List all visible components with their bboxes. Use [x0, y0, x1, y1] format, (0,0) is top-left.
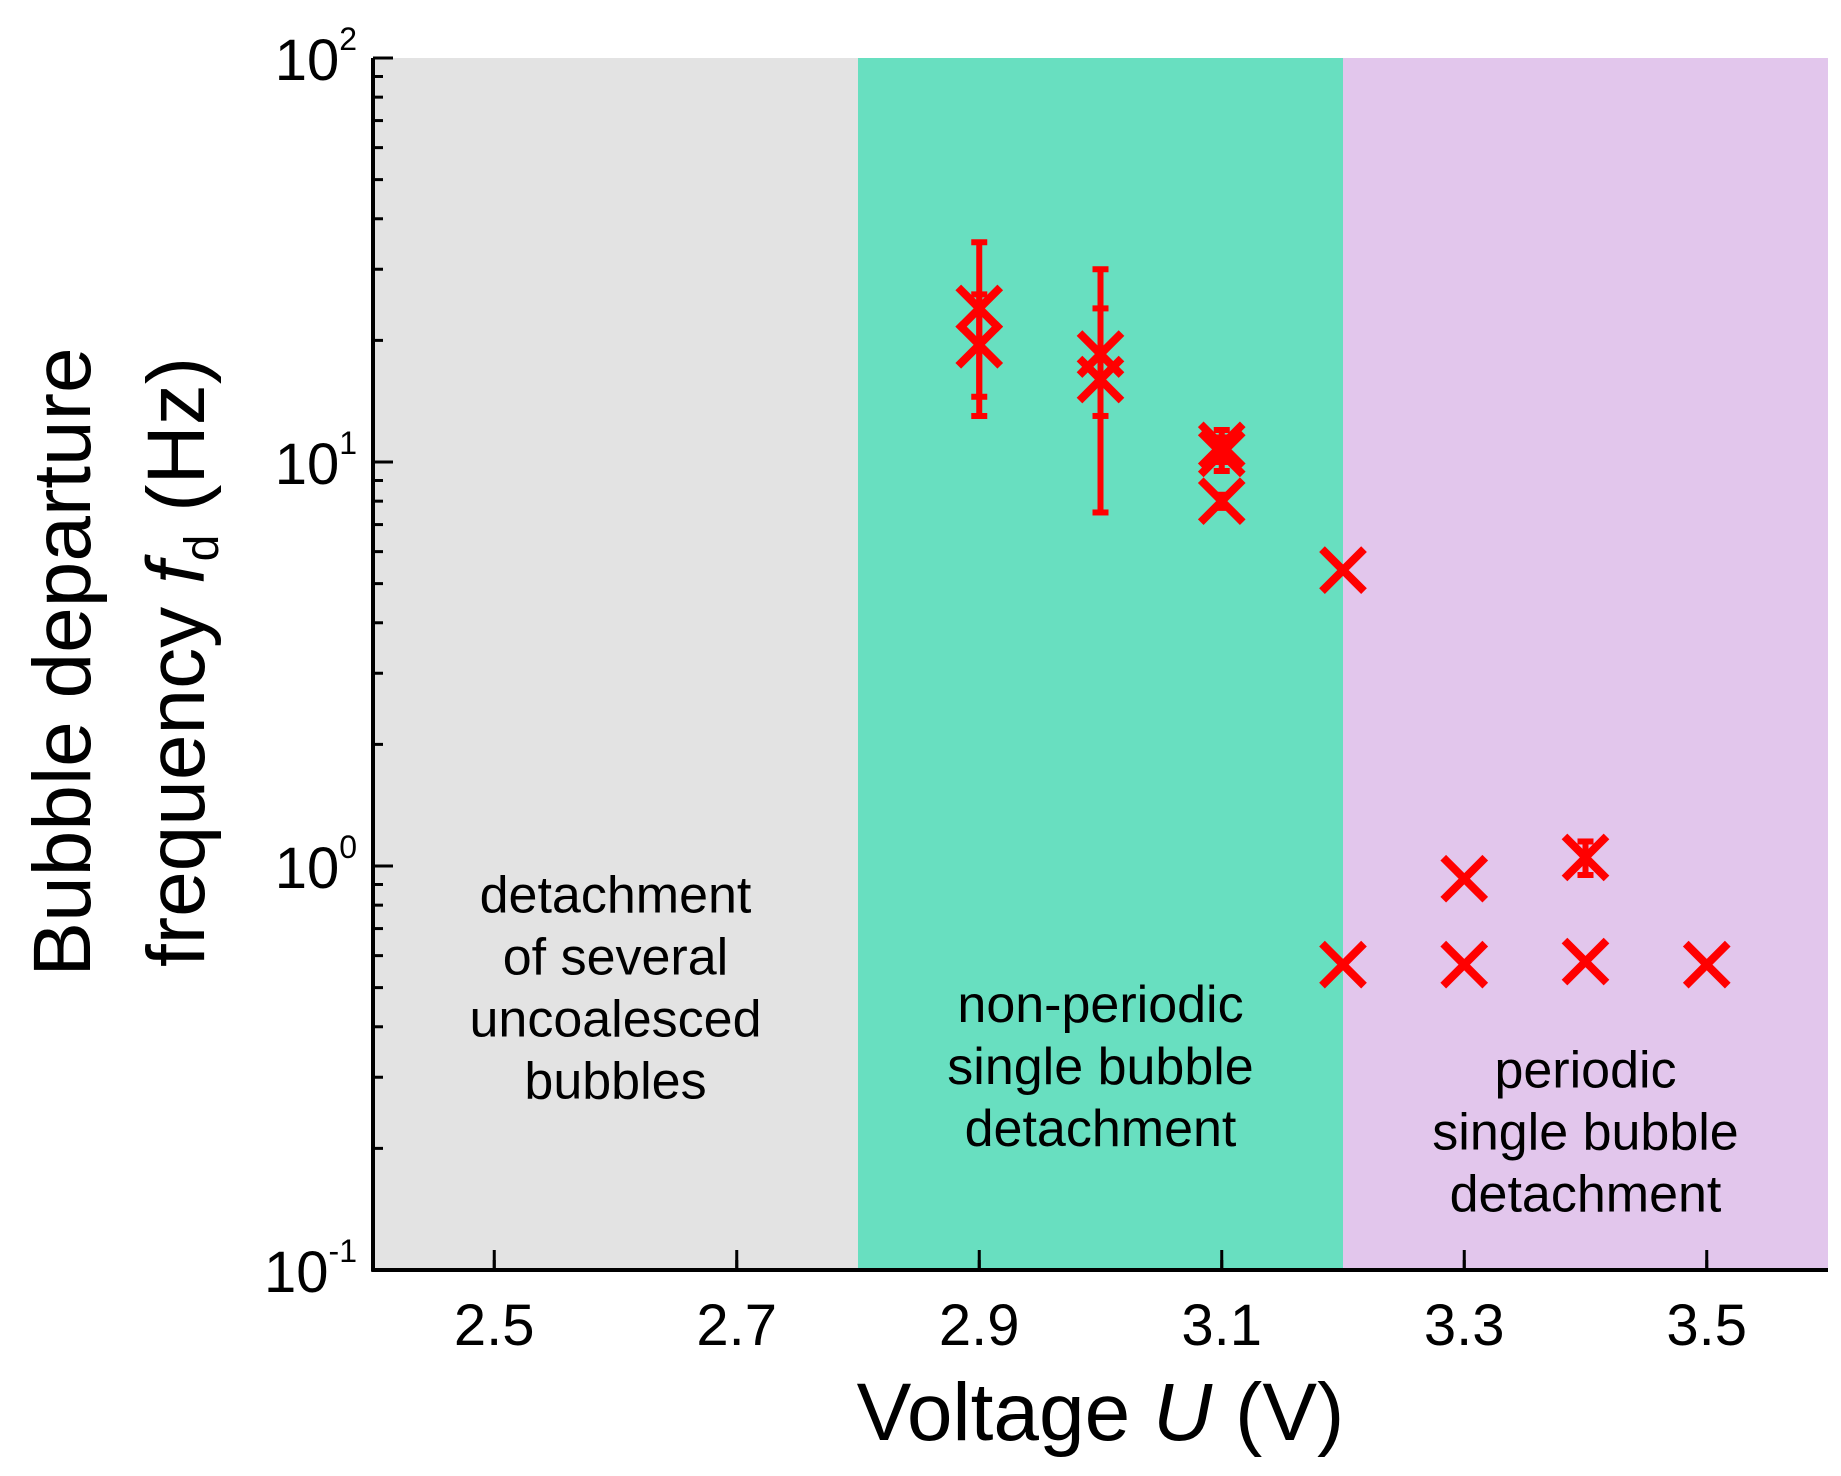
y-tick-label: 101: [275, 425, 357, 497]
x-tick-label: 2.7: [696, 1293, 777, 1358]
data-point: [1319, 546, 1367, 594]
y-tick-exponent: 1: [339, 425, 357, 461]
x-tick-label: 3.3: [1424, 1293, 1505, 1358]
regime-labels: detachment of several uncoalesced bubblesno…: [470, 867, 1739, 1224]
y-tick-base: 10: [275, 836, 340, 901]
x-tick-label: 3.5: [1666, 1293, 1747, 1358]
x-marker-stroke: [1197, 477, 1246, 525]
region-label-line: of several: [503, 929, 728, 987]
data-point: [1440, 940, 1489, 989]
data-point: [1682, 940, 1731, 989]
x-tick-label: 2.9: [939, 1293, 1020, 1358]
x-marker-stroke: [1440, 854, 1489, 903]
region-label-line: periodic: [1494, 1042, 1676, 1100]
x-marker-stroke: [1319, 940, 1367, 989]
y-axis-title-line2: frequency fd (Hz): [131, 357, 229, 967]
region-label-line: detachment: [1450, 1166, 1722, 1224]
data-point: [1197, 429, 1246, 478]
x-axis-title-unit: (V): [1212, 1367, 1344, 1458]
data-point: [1561, 937, 1610, 986]
data-point: [1319, 940, 1367, 989]
x-marker-stroke: [1561, 937, 1610, 986]
x-marker-stroke: [1076, 355, 1125, 404]
x-axis-title-variable: U: [1153, 1367, 1213, 1458]
region-label-line: detachment: [965, 1100, 1237, 1158]
axis-titles: Voltage U (V) Bubble departure frequency f…: [17, 347, 1344, 1458]
region-label-line: non-periodic: [957, 976, 1243, 1034]
region-label-line: single bubble: [1432, 1104, 1738, 1162]
x-marker-stroke: [1440, 940, 1489, 989]
y-tick-label: 100: [275, 829, 357, 901]
axes: [371, 58, 1828, 1272]
regime-regions: [373, 58, 1828, 1270]
data-point: [955, 291, 1004, 419]
y-tick-base: 10: [264, 1240, 329, 1305]
region-label-1: detachment of several uncoalesced bubbles: [470, 867, 762, 1111]
y-tick-exponent: -1: [329, 1233, 357, 1269]
region-label-line: detachment: [480, 867, 752, 925]
x-axis-title-text: Voltage: [857, 1367, 1153, 1458]
y-axis-title-text: frequency: [131, 584, 222, 967]
y-tick-base: 10: [275, 28, 340, 93]
region-band-1: [373, 58, 858, 1270]
data-point: [1197, 477, 1246, 525]
region-label-3: periodic single bubble detachment: [1432, 1042, 1738, 1224]
data-point: [1076, 305, 1125, 516]
region-label-line: single bubble: [947, 1038, 1253, 1096]
x-marker-stroke: [1682, 940, 1731, 989]
y-tick-exponent: 0: [339, 829, 357, 865]
x-axis-title: Voltage U (V): [857, 1367, 1345, 1458]
data-point: [1440, 854, 1489, 903]
x-marker-stroke: [1319, 546, 1367, 594]
region-label-2: non-periodic single bubble detachment: [947, 976, 1253, 1158]
y-tick-exponent: 2: [339, 21, 357, 57]
y-tick-label: 102: [275, 21, 357, 93]
region-band-3: [1343, 58, 1828, 1270]
y-axis-title-line1: Bubble departure: [17, 347, 108, 976]
y-tick-base: 10: [275, 432, 340, 497]
region-label-line: uncoalesced: [470, 991, 762, 1049]
y-tick-label: 10-1: [264, 1233, 357, 1305]
data-point: [1561, 833, 1610, 882]
y-axis-title-unit: (Hz): [131, 357, 222, 535]
region-band-2: [858, 58, 1343, 1270]
x-marker-stroke: [1197, 429, 1246, 478]
x-marker-stroke: [1561, 833, 1610, 882]
y-axis-title-subscript: d: [176, 535, 229, 562]
x-marker-stroke: [955, 320, 1004, 369]
x-tick-label: 2.5: [454, 1293, 535, 1358]
data-points: [955, 239, 1731, 989]
x-tick-label: 3.1: [1181, 1293, 1262, 1358]
region-label-line: bubbles: [524, 1053, 706, 1111]
